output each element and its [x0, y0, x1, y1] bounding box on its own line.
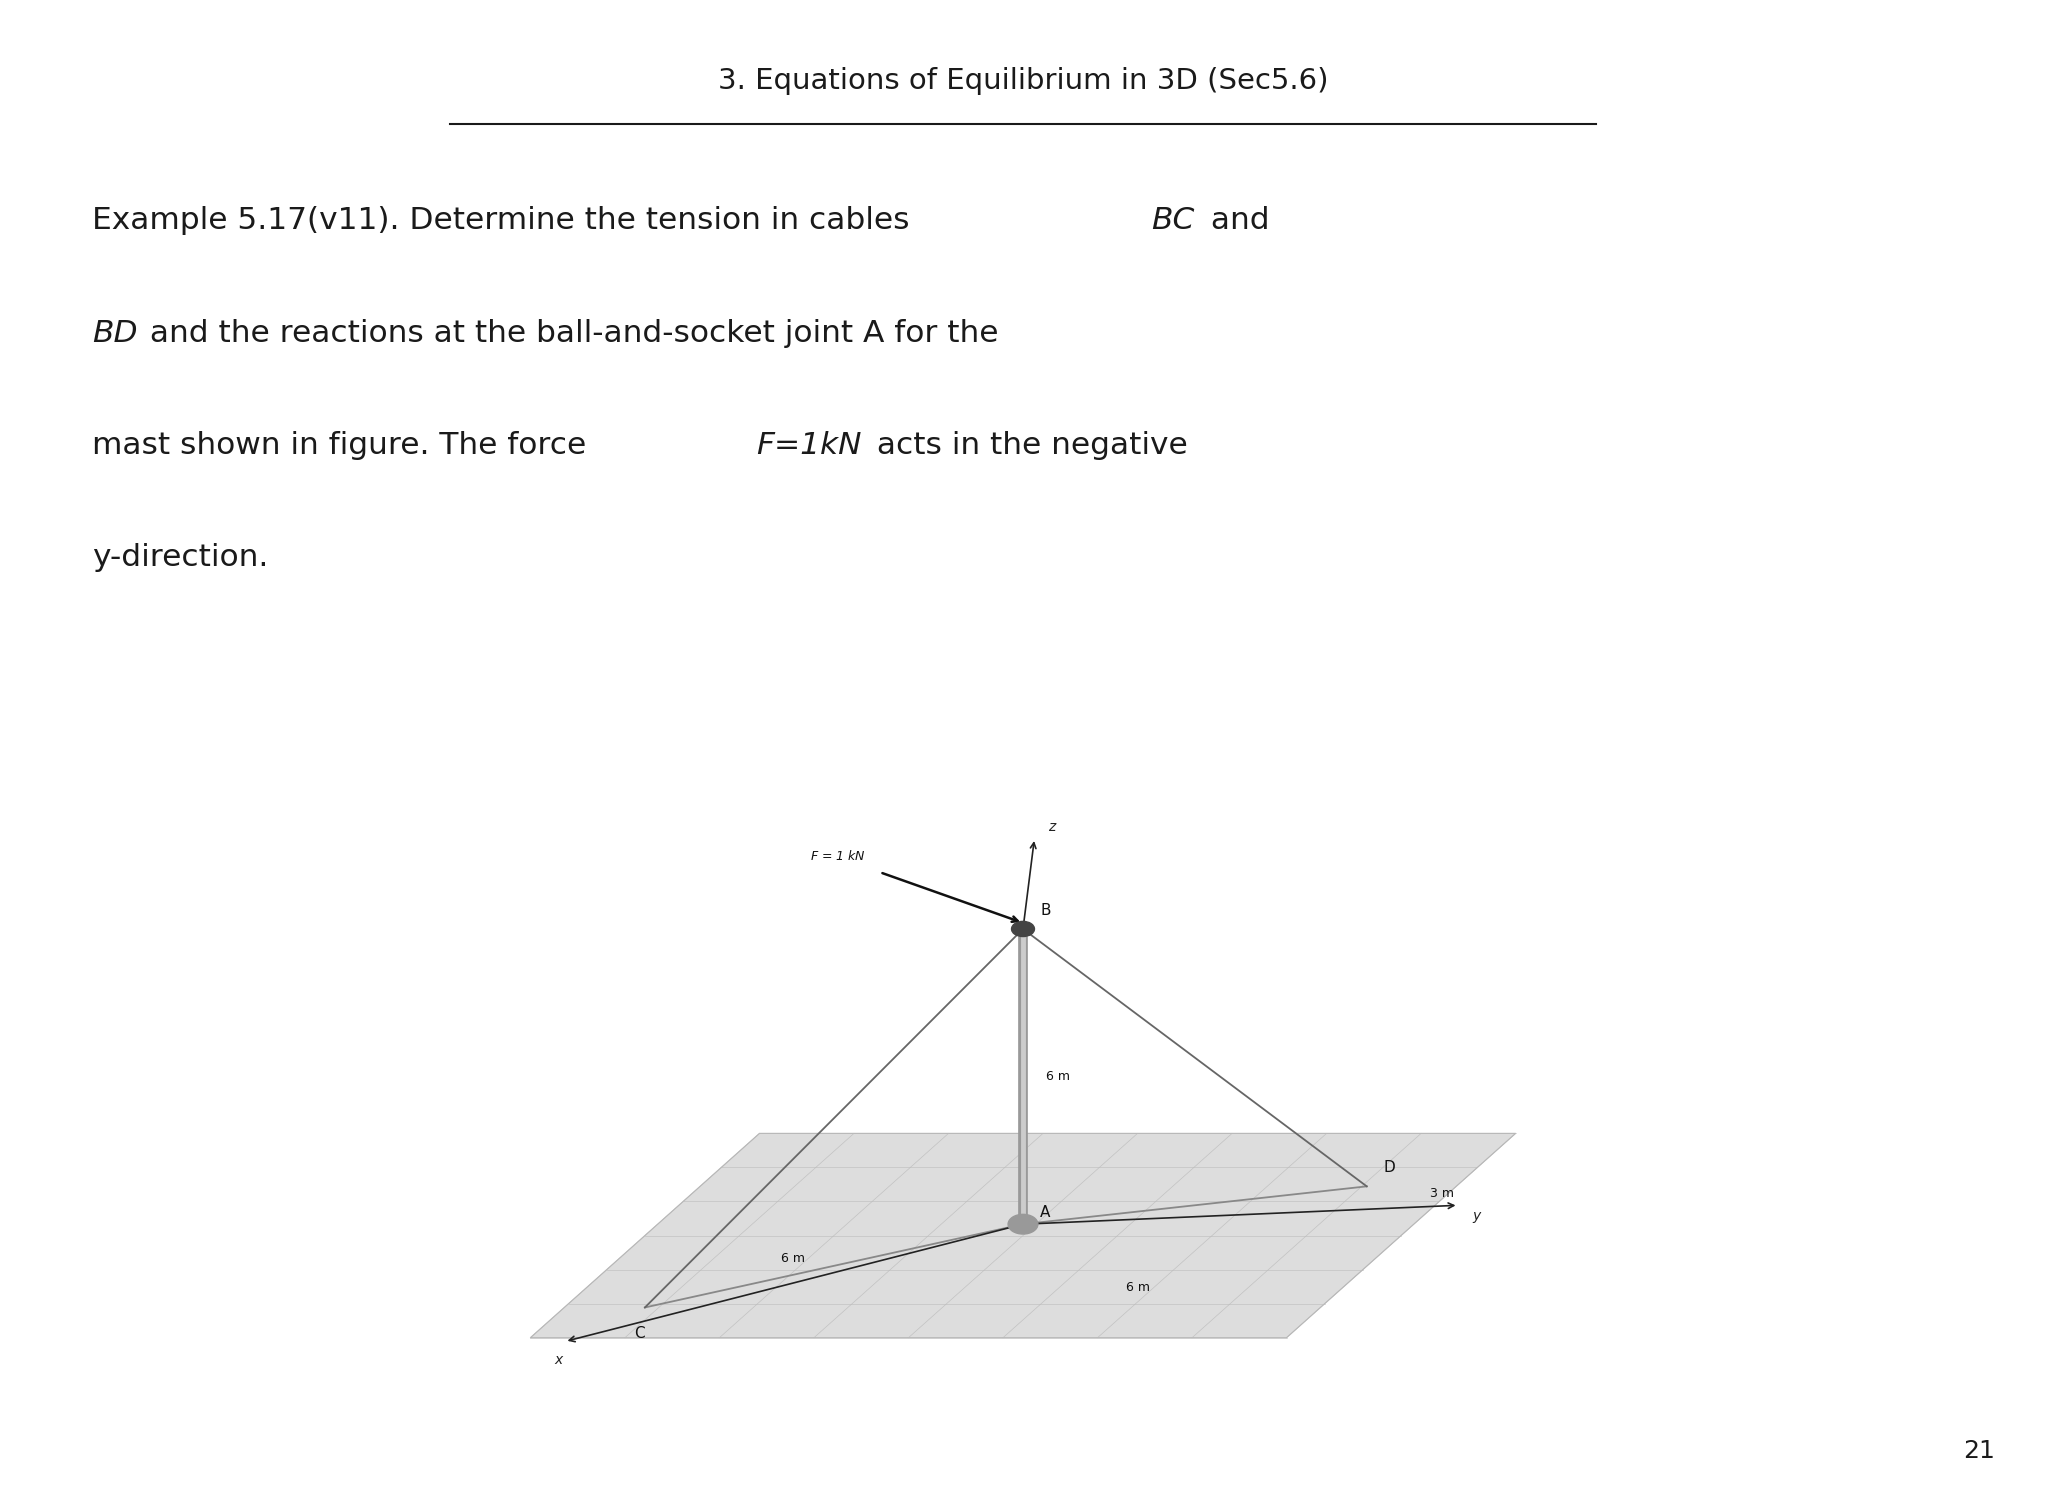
Text: z: z: [1048, 820, 1056, 835]
Circle shape: [1011, 922, 1035, 936]
Text: x: x: [554, 1352, 563, 1367]
Text: 6 m: 6 m: [782, 1252, 806, 1264]
Text: 6 m: 6 m: [1046, 1070, 1070, 1083]
Text: A: A: [1039, 1206, 1050, 1221]
Text: mast shown in figure. The force: mast shown in figure. The force: [92, 431, 595, 459]
Text: BC: BC: [1152, 206, 1195, 235]
Text: y-direction.: y-direction.: [92, 543, 268, 571]
Text: 21: 21: [1962, 1439, 1995, 1463]
Text: F=1kN: F=1kN: [757, 431, 861, 459]
Text: B: B: [1039, 902, 1052, 917]
Text: 3 m: 3 m: [1430, 1188, 1455, 1200]
Text: y: y: [1473, 1209, 1481, 1224]
Text: BD: BD: [92, 319, 137, 347]
Text: C: C: [634, 1327, 644, 1342]
Text: 3. Equations of Equilibrium in 3D (Sec5.6): 3. Equations of Equilibrium in 3D (Sec5.…: [718, 67, 1328, 96]
Text: Example 5.17(v11). Determine the tension in cables: Example 5.17(v11). Determine the tension…: [92, 206, 919, 235]
Circle shape: [1009, 1215, 1037, 1234]
Text: and: and: [1201, 206, 1269, 235]
Text: and the reactions at the ball-and-socket joint A for the: and the reactions at the ball-and-socket…: [139, 319, 998, 347]
Text: $F$ = 1 kN: $F$ = 1 kN: [810, 850, 865, 863]
Text: D: D: [1383, 1159, 1395, 1174]
Polygon shape: [530, 1134, 1516, 1337]
Text: acts in the negative: acts in the negative: [868, 431, 1187, 459]
Text: 6 m: 6 m: [1125, 1281, 1150, 1294]
